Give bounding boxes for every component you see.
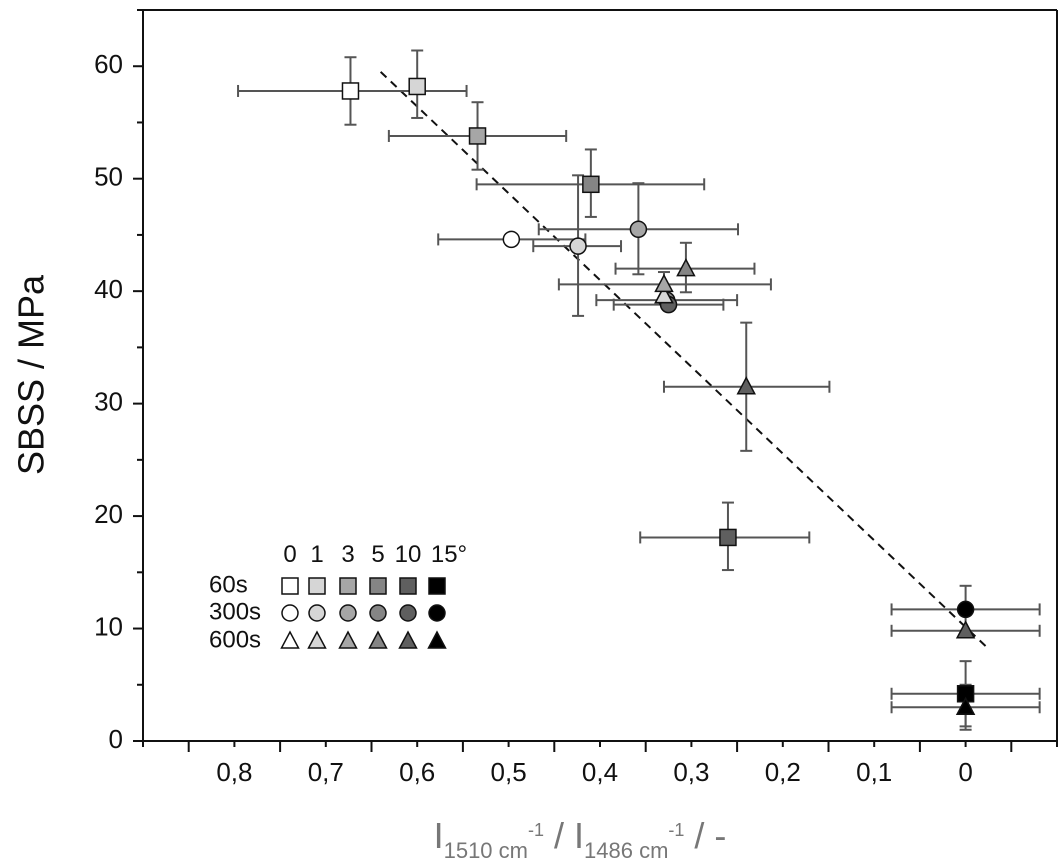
- legend-marker-circle: [339, 604, 357, 622]
- x-tick-label: 0,5: [491, 757, 527, 787]
- legend-marker-triangle: [280, 630, 300, 649]
- legend-marker-circle: [281, 604, 299, 622]
- y-tick-label: 0: [109, 724, 123, 754]
- y-tick-label: 10: [94, 611, 123, 641]
- x-axis-ticks: 0,8 0,7 0,6 0,5 0,4 0,3 0,2 0,1 0: [142, 741, 1058, 787]
- data-point-square: [468, 127, 487, 145]
- legend-marker-triangle: [427, 630, 447, 649]
- legend-marker-triangle: [368, 630, 388, 649]
- data-point-triangle: [736, 376, 756, 395]
- legend-marker-square: [339, 577, 357, 595]
- legend-row-label: 300s: [209, 598, 261, 625]
- x-tick-label: 0,2: [765, 757, 801, 787]
- data-point-square: [582, 175, 600, 194]
- x-tick-label: 0,7: [308, 757, 344, 787]
- x-title-part: 1486 cm: [584, 838, 668, 863]
- y-tick-label: 20: [94, 499, 123, 529]
- data-point-triangle: [676, 258, 696, 277]
- data-point-circle: [569, 237, 587, 255]
- legend-marker-square: [281, 577, 299, 595]
- y-tick-label: 40: [94, 274, 123, 304]
- legend-marker-triangle: [338, 630, 358, 649]
- x-title-part: I: [434, 815, 444, 856]
- x-title-part: / I: [544, 815, 584, 856]
- x-tick-label: 0,8: [216, 757, 252, 787]
- legend-marker-circle: [399, 604, 417, 622]
- legend-marker-triangle: [307, 630, 327, 649]
- legend-marker-square: [369, 577, 387, 595]
- legend-angle-header: 5: [371, 541, 384, 568]
- data-point-square: [719, 528, 737, 547]
- legend-row-label: 600s: [209, 626, 261, 653]
- y-tick-label: 60: [94, 49, 123, 79]
- data-point-triangle: [955, 620, 976, 639]
- x-title-part: -1: [528, 820, 544, 840]
- legend-marker-circle: [308, 604, 326, 622]
- data-point-square: [341, 82, 360, 100]
- y-axis-ticks: 0 10 20 30 40 50 60: [94, 9, 143, 754]
- y-axis-title: SBSS / MPa: [11, 274, 52, 475]
- x-tick-label: 0,3: [673, 757, 709, 787]
- data-point-triangle: [955, 696, 976, 716]
- data-markers: [341, 77, 976, 716]
- legend-row-label: 60s: [209, 571, 248, 598]
- legend-marker-circle: [428, 604, 446, 622]
- legend-angle-header: 3: [341, 541, 354, 568]
- legend-angle-header: 10: [395, 541, 422, 568]
- x-tick-label: 0,6: [399, 757, 435, 787]
- x-title-part: -1: [668, 820, 684, 840]
- legend-marker-square: [428, 577, 446, 595]
- data-point-square: [408, 77, 426, 96]
- x-axis-title: I1510 cm-1 / I1486 cm-1 / -: [434, 815, 727, 863]
- x-tick-label: 0,1: [856, 757, 892, 787]
- x-tick-label: 0: [958, 757, 972, 787]
- data-point-circle: [629, 220, 648, 239]
- legend-marker-square: [308, 577, 326, 595]
- y-tick-label: 50: [94, 162, 123, 192]
- data-point-circle: [502, 230, 521, 249]
- legend-angle-header: 15°: [431, 541, 467, 568]
- data-point-circle: [956, 600, 975, 619]
- y-tick-label: 30: [94, 386, 123, 416]
- data-point-triangle: [654, 285, 674, 304]
- legend-angle-header: 0: [283, 541, 296, 568]
- x-tick-label: 0,4: [582, 757, 618, 787]
- x-title-part: 1510 cm: [444, 838, 528, 863]
- x-title-part: / -: [684, 815, 726, 856]
- data-point-triangle: [654, 273, 674, 293]
- legend-marker-circle: [369, 604, 387, 622]
- legend-marker-square: [399, 577, 417, 595]
- legend-angle-header: 1: [310, 541, 323, 568]
- legend-marker-triangle: [398, 630, 418, 649]
